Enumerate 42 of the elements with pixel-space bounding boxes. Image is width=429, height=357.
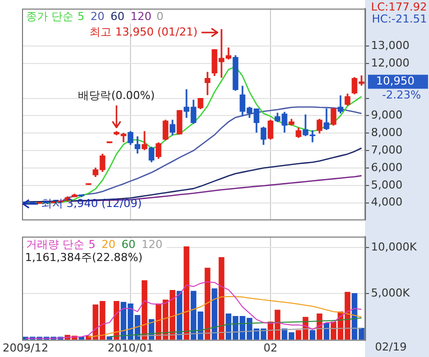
bar [204,268,210,340]
bar [142,280,148,340]
y-tick-label: 13,000 [371,38,410,52]
annotation: 최고 13,950 (01/21) [90,25,198,38]
bar [114,300,120,340]
text: 5 [77,10,84,23]
text: 02/19 [375,340,407,354]
x-tick-label: 2010/01 [108,341,154,354]
y-tick-label: 8,000 [371,126,402,140]
bar [324,322,330,340]
legend-title: 거래량 단순 [26,238,84,251]
bar [184,246,190,340]
bar [212,288,218,340]
text: 10,950 [376,74,414,88]
text: -2.23% [382,88,421,102]
bar [310,330,316,340]
annotation: 배당락(0.00%) [78,88,155,102]
bar [176,290,182,340]
y-tick-label: 4,000 [371,196,402,209]
annotation: 1,161,384주(22.88%) [25,250,143,264]
y-tick-label: 9,000 [371,108,402,122]
candlestick [176,110,182,134]
text: LC:177.92 [370,0,427,14]
y-tick-label: 12,000 [371,56,410,70]
text: 60 [110,10,124,23]
text: HC:-21.51 [372,12,427,26]
text: 5 [88,238,96,251]
y-tick-label: 10,000K [371,240,418,254]
y-tick-label: 5,000K [371,286,410,300]
text: 60 [121,238,136,251]
text: 20 [101,238,116,251]
x-tick-label: 02 [264,341,278,354]
text: 120 [141,238,162,251]
bar [218,257,224,340]
x-tick-label: 2009/12 [2,341,48,354]
legend-title: 종가 단순 [26,10,74,23]
y-tick-label: 6,000 [371,160,402,174]
text: 20 [90,10,104,23]
text: 120 [130,10,152,23]
annotation: 0 [156,10,164,23]
y-tick-label: 5,000 [371,178,402,192]
y-tick-label: 7,000 [371,143,402,156]
